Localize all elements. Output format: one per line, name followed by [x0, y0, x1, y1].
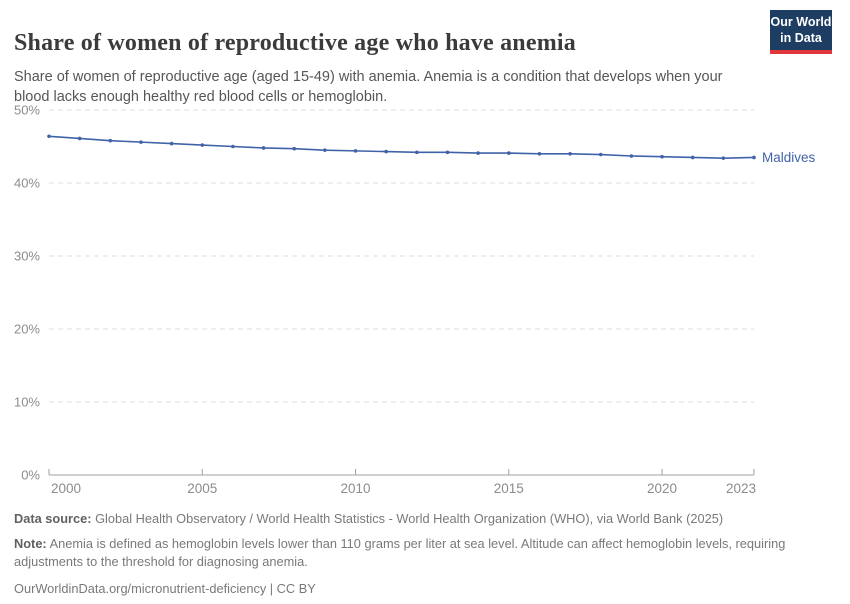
data-point	[323, 148, 327, 152]
y-axis-tick-label: 40%	[14, 176, 40, 191]
data-point	[445, 150, 450, 155]
data-point	[108, 138, 113, 143]
x-axis-tick-label: 2020	[647, 481, 677, 496]
y-axis-tick-label: 10%	[14, 395, 40, 410]
data-point	[292, 146, 297, 151]
data-point	[598, 152, 603, 157]
data-point	[629, 154, 634, 158]
data-point	[77, 136, 82, 141]
y-axis-tick-label: 50%	[14, 103, 40, 118]
line-chart: 0% 10% 20% 30% 40% 50% 2000 2005 2010 2015 2020 202…	[14, 103, 816, 497]
data-point	[721, 156, 726, 160]
x-axis-tick-label: 2015	[494, 481, 524, 496]
data-point	[200, 143, 205, 147]
owid-logo[interactable]: Our World in Data	[770, 10, 832, 54]
data-point	[752, 155, 756, 160]
data-point	[568, 152, 572, 156]
data-point	[231, 144, 235, 149]
chart-subtitle: Share of women of reproductive age (aged…	[14, 68, 723, 105]
citation-link[interactable]: OurWorldinData.org/micronutrient-deficie…	[14, 580, 316, 596]
data-point	[169, 141, 174, 146]
data-point	[506, 151, 511, 155]
data-source-text: Global Health Observatory / World Health…	[95, 511, 724, 526]
data-source-line: Data source: Global Health Observatory /…	[14, 510, 836, 529]
page-title: Share of women of reproductive age who h…	[14, 30, 576, 57]
data-point	[353, 149, 358, 153]
data-point	[384, 149, 388, 154]
data-point	[139, 140, 143, 144]
y-axis-tick-label: 20%	[14, 322, 40, 337]
x-axis-tick-label: 2023	[726, 481, 756, 496]
x-axis-tick-label: 2005	[187, 481, 217, 496]
chart-footer: Data source: Global Health Observatory /…	[14, 510, 836, 604]
owid-logo-line2: in Data	[780, 31, 822, 45]
y-axis-tick-label: 30%	[14, 249, 40, 264]
y-axis-tick-label: 0%	[21, 468, 40, 483]
data-source-label: Data source:	[14, 511, 92, 526]
x-axis-tick-label: 2010	[340, 481, 370, 496]
data-point	[476, 151, 480, 155]
owid-logo-line1: Our World	[770, 15, 832, 29]
x-axis-tick-label: 2000	[51, 481, 81, 496]
data-point	[690, 155, 695, 160]
data-line	[48, 135, 755, 159]
data-point	[261, 146, 266, 150]
series-label: Maldives	[762, 150, 816, 165]
data-point	[47, 134, 51, 139]
data-point	[537, 152, 542, 156]
note-label: Note:	[14, 535, 47, 551]
data-point	[415, 150, 419, 155]
note-line: Note: Anemia is defined as hemoglobin le…	[14, 535, 836, 572]
note-text: Anemia is defined as hemoglobin levels l…	[14, 535, 786, 570]
data-point	[660, 154, 664, 159]
